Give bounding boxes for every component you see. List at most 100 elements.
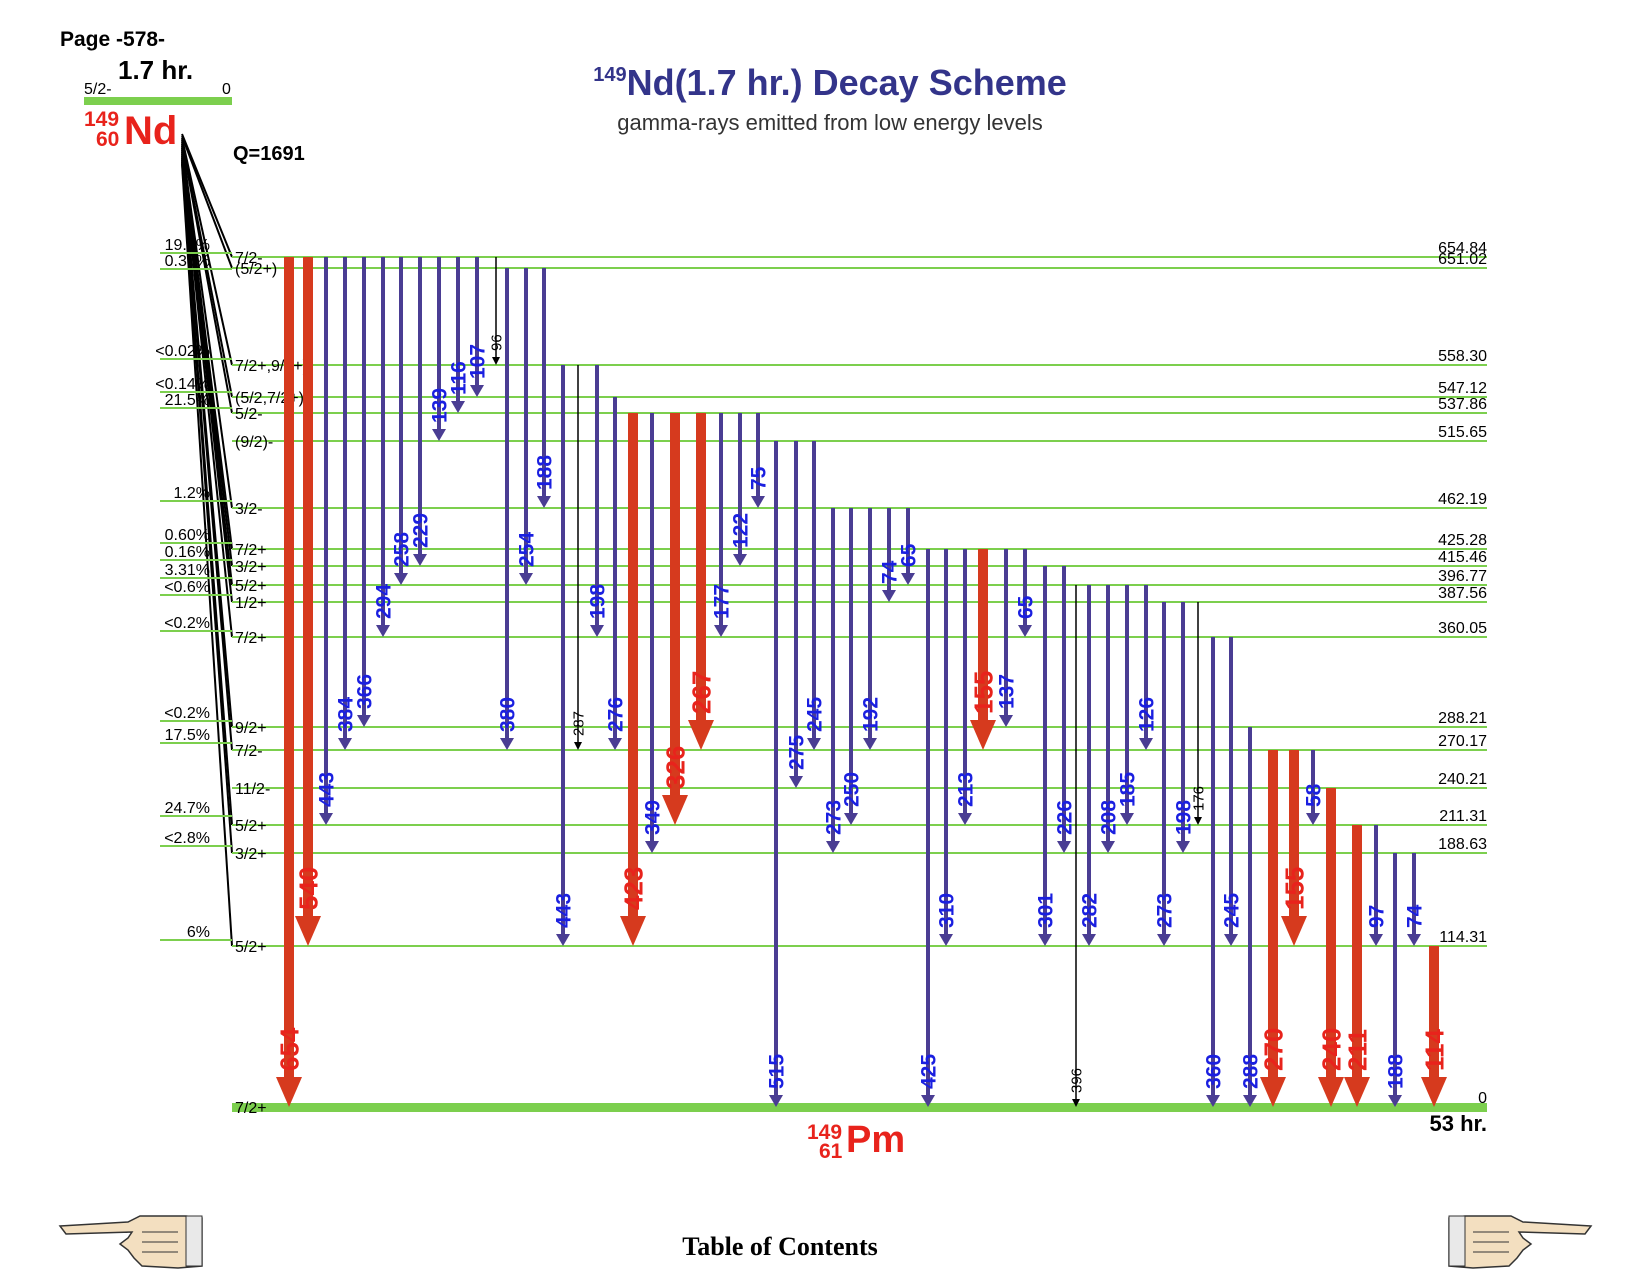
gamma-arrow-shaft	[1023, 549, 1027, 625]
level-energy: 387.56	[1438, 585, 1487, 602]
level-spin: 9/2+	[235, 720, 267, 737]
beta-feed-percent: <0.02%	[155, 343, 210, 360]
gamma-energy-label: 107	[467, 344, 490, 379]
gamma-energy-label: 208	[1098, 800, 1121, 835]
gamma-arrowhead	[751, 496, 765, 508]
gamma-energy-label: 65	[898, 543, 921, 567]
gamma-energy-label: 267	[686, 671, 716, 714]
gamma-energy-label: 114	[1419, 1029, 1449, 1071]
gamma-arrow-shaft	[1211, 637, 1215, 1095]
gamma-energy-label: 360	[1203, 1054, 1226, 1089]
gamma-energy-label: 192	[860, 697, 883, 732]
gamma-arrow-shaft	[1197, 602, 1199, 817]
pointing-hand-left-icon[interactable]	[58, 1212, 204, 1270]
gamma-arrowhead	[1176, 841, 1190, 853]
level-spin: (5/2+)	[235, 261, 277, 278]
gamma-arrowhead	[620, 916, 646, 946]
gamma-arrow-shaft	[628, 413, 638, 916]
gamma-energy-label: 258	[391, 532, 414, 567]
gamma-arrowhead	[500, 738, 514, 750]
gamma-arrowhead	[1224, 934, 1238, 946]
gamma-arrowhead	[1072, 1099, 1080, 1107]
gamma-arrowhead	[1038, 934, 1052, 946]
gamma-arrow-shaft	[696, 413, 706, 720]
gamma-arrow-shaft	[577, 365, 579, 742]
gamma-arrow-shaft	[1248, 727, 1252, 1095]
gamma-arrow-shaft	[1229, 637, 1233, 934]
gamma-arrowhead	[1194, 817, 1202, 825]
gamma-arrow-shaft	[418, 257, 422, 554]
gamma-arrow-shaft	[926, 549, 930, 1095]
gamma-arrow-shaft	[1162, 602, 1166, 934]
gamma-arrow-shaft	[324, 257, 328, 813]
gamma-arrow-shaft	[495, 257, 497, 357]
table-of-contents-link[interactable]: Table of Contents	[682, 1232, 878, 1261]
gamma-arrowhead	[376, 625, 390, 637]
gamma-arrow-shaft	[774, 441, 778, 1095]
daughter-halflife: 53 hr.	[1430, 1111, 1487, 1136]
level-energy: 396.77	[1438, 568, 1487, 585]
gamma-arrowhead	[662, 795, 688, 825]
gamma-arrowhead	[1260, 1077, 1286, 1107]
gamma-arrowhead	[574, 742, 582, 750]
level-energy: 0	[1478, 1090, 1487, 1107]
gamma-energy-label: 288	[1240, 1054, 1263, 1089]
level-energy: 240.21	[1438, 771, 1487, 788]
gamma-energy-label: 380	[497, 697, 520, 732]
gamma-arrow-shaft	[944, 549, 948, 934]
gamma-arrow-shaft	[738, 413, 742, 554]
gamma-arrowhead	[970, 720, 996, 750]
gamma-energy-label: 282	[1079, 893, 1102, 928]
level-energy: 415.46	[1438, 549, 1487, 566]
gamma-arrowhead	[789, 776, 803, 788]
gamma-arrowhead	[826, 841, 840, 853]
level-spin: 3/2-	[235, 501, 263, 518]
gamma-arrow-shaft	[794, 441, 798, 776]
gamma-energy-label: 515	[766, 1054, 789, 1089]
level-spin: 7/2+	[235, 630, 267, 647]
gamma-arrow-shaft	[437, 257, 441, 429]
gamma-energy-label: 213	[955, 772, 978, 807]
gamma-arrow-shaft	[1412, 853, 1416, 934]
level-energy: 537.86	[1438, 396, 1487, 413]
gamma-energy-label: 240	[1316, 1028, 1346, 1071]
parent-halflife: 1.7 hr.	[118, 55, 193, 85]
gamma-arrow-shaft	[1106, 585, 1110, 841]
gamma-energy-label: 294	[373, 584, 396, 619]
level-energy: 188.63	[1438, 836, 1487, 853]
gamma-arrowhead	[958, 813, 972, 825]
gamma-arrowhead	[1057, 841, 1071, 853]
gamma-energy-label: 177	[711, 584, 734, 619]
gamma-energy-label: 137	[996, 674, 1019, 709]
gamma-energy-label: 301	[1035, 893, 1058, 928]
gamma-arrow-shaft	[595, 365, 599, 625]
gamma-arrow-shaft	[1087, 585, 1091, 934]
gamma-energy-label: 116	[448, 361, 471, 395]
gamma-arrowhead	[863, 738, 877, 750]
level-energy: 515.65	[1438, 424, 1487, 441]
gamma-arrowhead	[338, 738, 352, 750]
beta-feed-percent: <0.14%	[155, 376, 210, 393]
gamma-energy-label: 211	[1342, 1029, 1372, 1071]
gamma-energy-label: 250	[841, 772, 864, 807]
gamma-energy-label: 198	[1173, 800, 1196, 835]
gamma-energy-label: 75	[748, 466, 771, 490]
gamma-arrowhead	[939, 934, 953, 946]
gamma-arrowhead	[921, 1095, 935, 1107]
gamma-energy-label: 273	[1154, 893, 1177, 928]
beta-feed-percent: <2.8%	[164, 830, 210, 847]
gamma-arrowhead	[1369, 934, 1383, 946]
level-energy: 360.05	[1438, 620, 1487, 637]
gamma-energy-label: 273	[823, 800, 846, 835]
beta-feed-line	[181, 161, 233, 854]
gamma-arrowhead	[295, 916, 321, 946]
beta-feed-line	[181, 143, 233, 509]
level-spin: 5/2-	[235, 406, 263, 423]
gamma-arrowhead	[1139, 738, 1153, 750]
gamma-arrowhead	[807, 738, 821, 750]
gamma-energy-label: 96	[488, 334, 505, 351]
gamma-energy-label: 654	[274, 1027, 304, 1071]
pointing-hand-right-icon[interactable]	[1447, 1212, 1593, 1270]
gamma-arrow-shaft	[1181, 602, 1185, 841]
gamma-arrowhead	[844, 813, 858, 825]
